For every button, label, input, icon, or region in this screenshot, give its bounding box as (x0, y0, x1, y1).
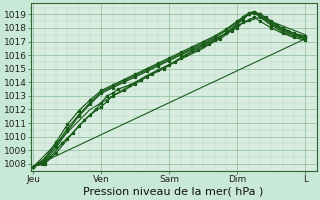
X-axis label: Pression niveau de la mer( hPa ): Pression niveau de la mer( hPa ) (84, 187, 264, 197)
